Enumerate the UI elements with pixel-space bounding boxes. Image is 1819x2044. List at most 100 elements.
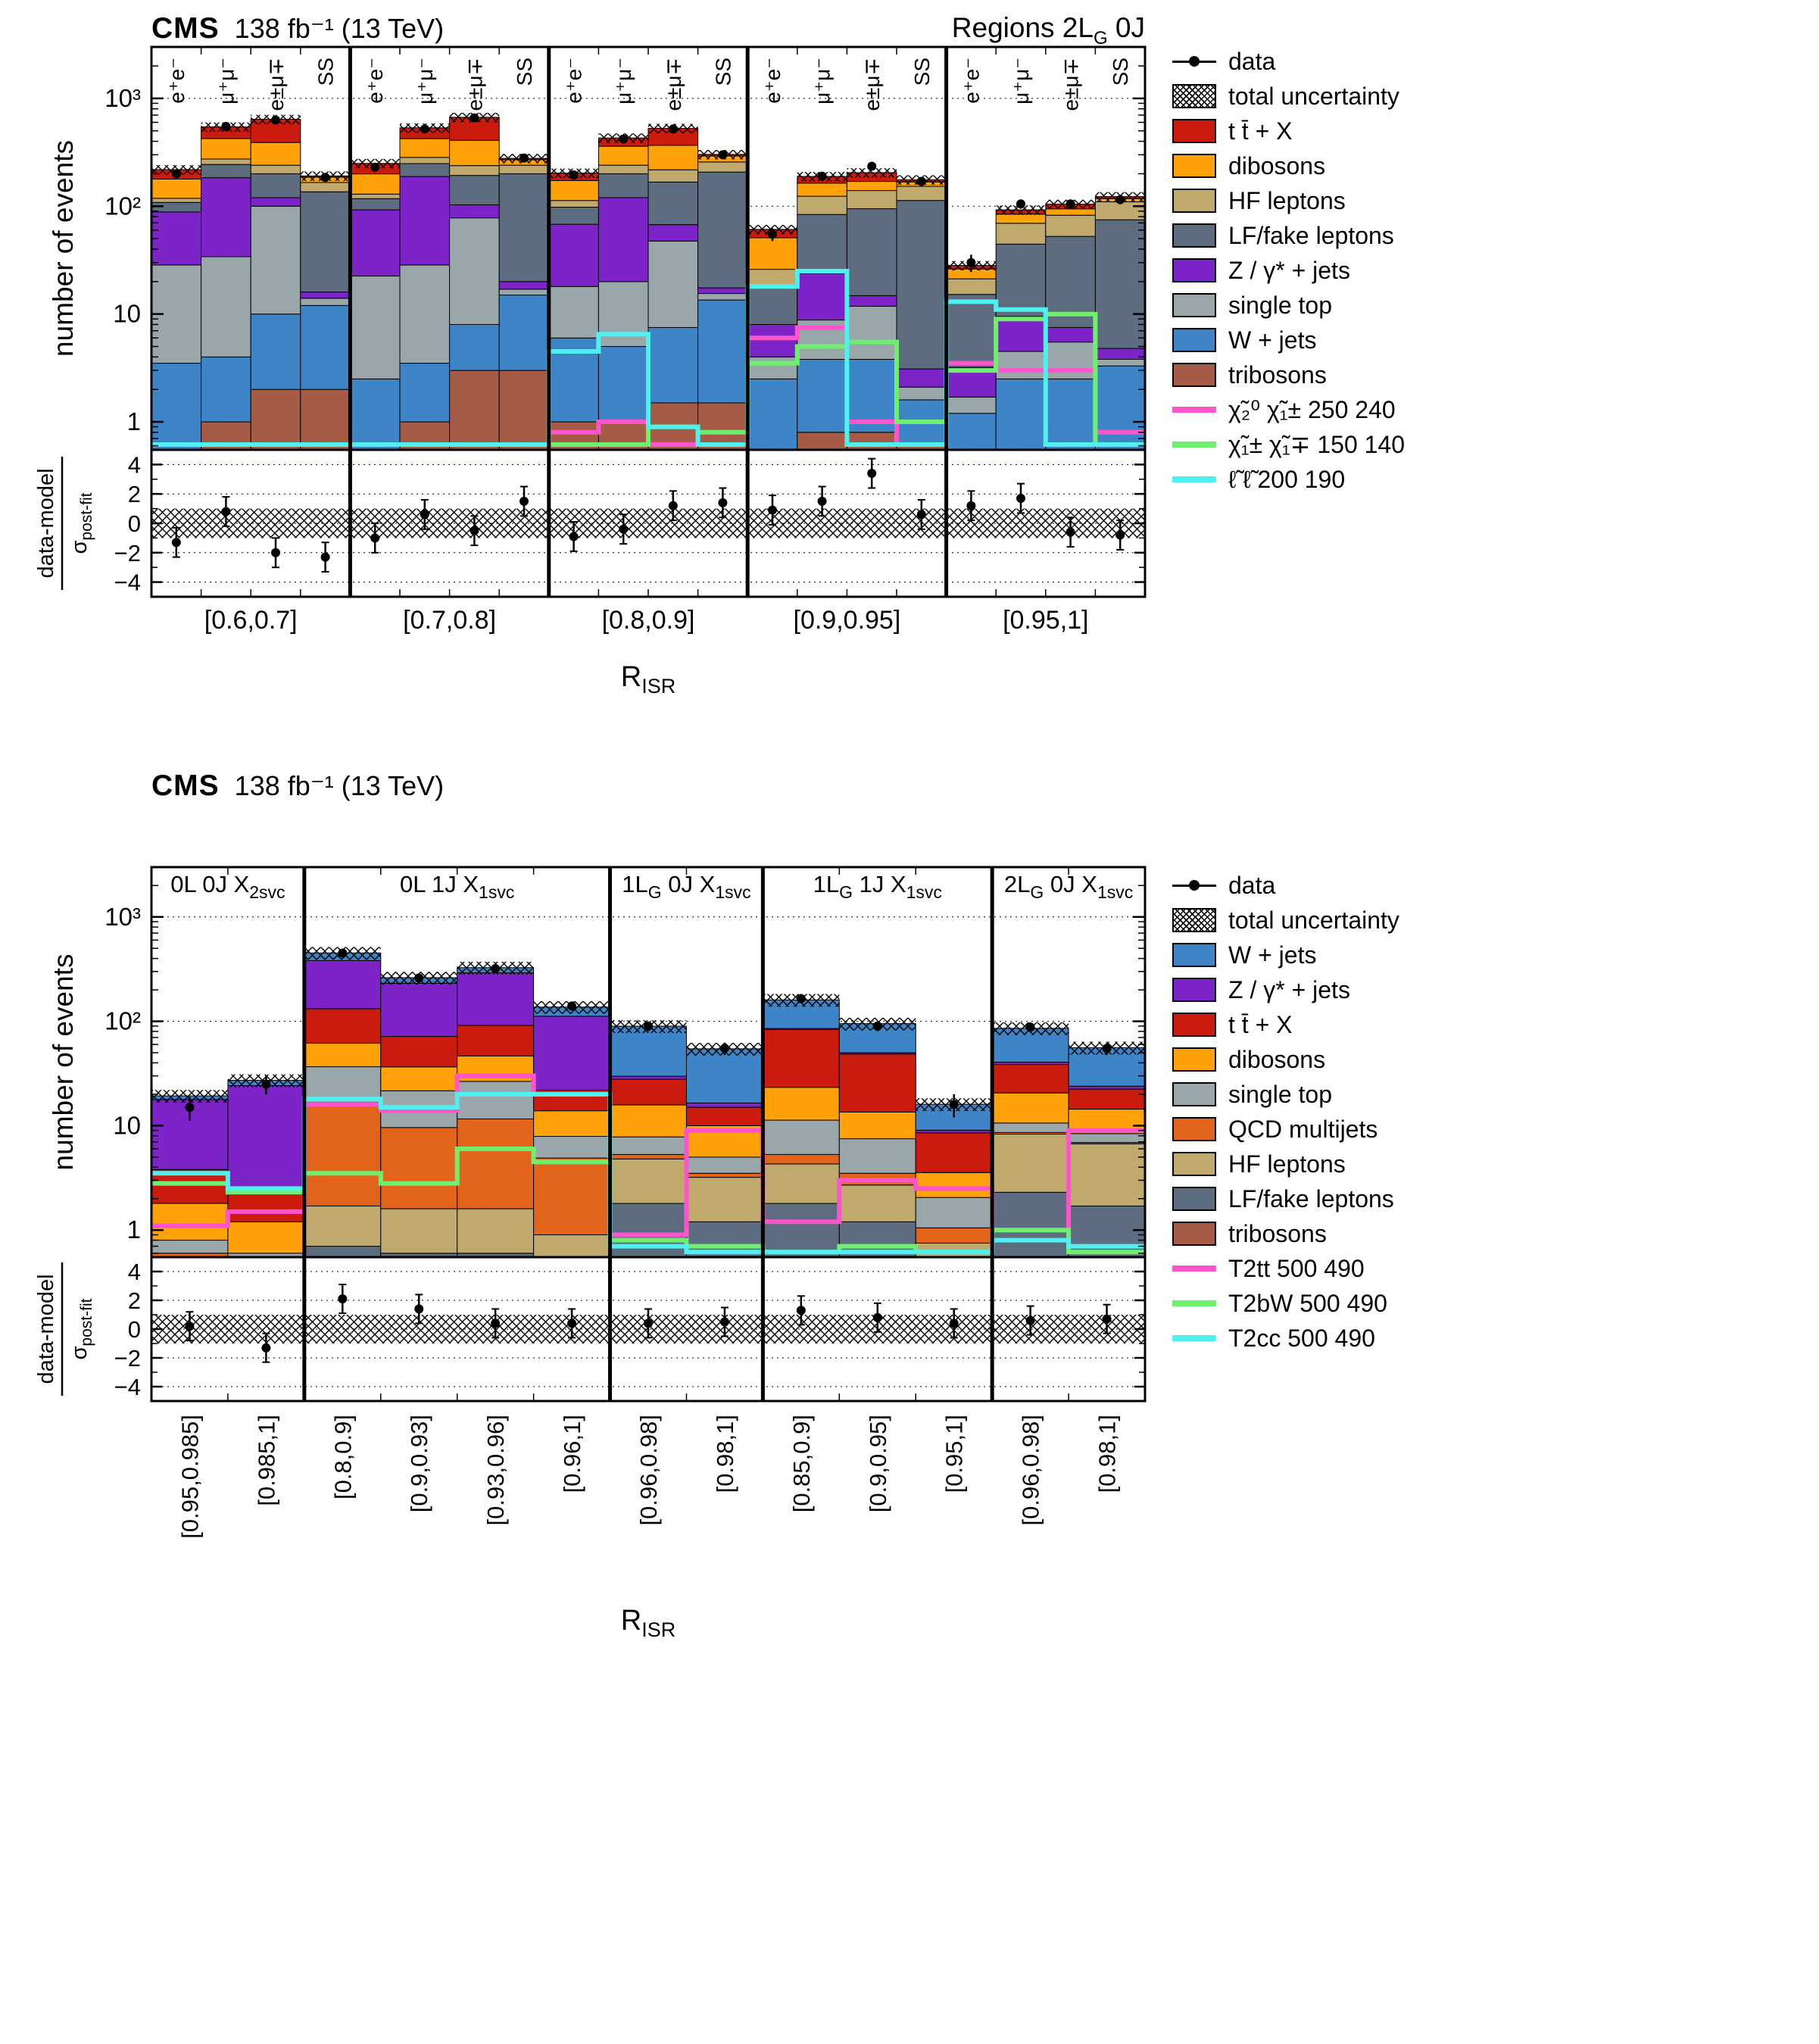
fill-swatch-icon: [1172, 258, 1216, 282]
svg-text:1: 1: [127, 1215, 141, 1244]
channel-label: e±μ∓: [1059, 58, 1083, 111]
bin-label: [0.85,0.9]: [788, 1415, 815, 1512]
legend-label: tribosons: [1228, 360, 1327, 389]
legend-label: W + jets: [1228, 941, 1317, 969]
legend-item: HF leptons: [1172, 1147, 1596, 1181]
legend-label: total uncertainty: [1228, 82, 1399, 110]
channel-label: SS: [1109, 58, 1132, 86]
legend-item: dibosons: [1172, 1042, 1596, 1077]
legend-label: χ̃₁± χ̃₁∓ 150 140: [1228, 431, 1406, 458]
svg-text:−2: −2: [114, 1345, 141, 1372]
legend-label: data: [1228, 871, 1276, 899]
signal-line-icon: [1172, 1256, 1216, 1281]
legend-item: HF leptons: [1172, 183, 1596, 218]
legend-label: total uncertainty: [1228, 906, 1399, 934]
uncertainty-hatch-icon: [1172, 908, 1216, 932]
y-axis-title: number of events: [48, 954, 79, 1171]
legend-item: total uncertainty: [1172, 903, 1596, 938]
legend-label: Z / γ* + jets: [1228, 975, 1350, 1003]
svg-text:−4: −4: [114, 1374, 141, 1400]
legend-item: data: [1172, 44, 1596, 79]
channel-label: e⁺e⁻: [563, 58, 586, 104]
fill-swatch-icon: [1172, 1047, 1216, 1072]
fill-swatch-icon: [1172, 223, 1216, 248]
region-header: 2LG 0J X1svc: [1004, 871, 1133, 902]
fill-swatch-icon: [1172, 978, 1216, 1002]
top-chart-header: CMS 138 fb⁻¹ (13 TeV): [151, 12, 444, 45]
channel-label: μ⁺μ⁻: [811, 58, 835, 105]
stacked-bars: [151, 117, 1146, 451]
signal-line: [151, 269, 1145, 447]
svg-text:4: 4: [128, 1259, 141, 1285]
y-axis-title: number of events: [48, 140, 79, 357]
svg-text:−4: −4: [114, 570, 141, 596]
svg-text:10: 10: [113, 300, 141, 328]
legend-label: T2cc 500 490: [1228, 1324, 1375, 1352]
fill-swatch-icon: [1172, 1117, 1216, 1141]
channel-label: e±μ∓: [264, 58, 288, 111]
fill-swatch-icon: [1172, 363, 1216, 387]
channel-label: μ⁺μ⁻: [214, 58, 238, 105]
channel-label: e⁺e⁻: [165, 58, 189, 104]
legend-label: T2bW 500 490: [1228, 1289, 1387, 1317]
fill-swatch-icon: [1172, 293, 1216, 317]
legend-item: single top: [1172, 1077, 1596, 1112]
ratio-points: [185, 1284, 1112, 1363]
ratio-points: [171, 457, 1125, 573]
fill-swatch-icon: [1172, 1222, 1216, 1246]
ratio-axis-title: data-model σpost-fit: [34, 457, 95, 590]
bin-label: [0.8,0.9]: [329, 1415, 356, 1499]
bin-label: [0.93,0.96]: [482, 1415, 509, 1526]
svg-text:data-model: data-model: [34, 1274, 58, 1384]
region-label: [0.6,0.7]: [204, 606, 298, 635]
channel-label: μ⁺μ⁻: [1009, 58, 1033, 105]
legend-label: LF/fake leptons: [1228, 1184, 1394, 1212]
channel-label: SS: [711, 58, 735, 86]
x-axis-title: RISR: [621, 1605, 675, 1641]
ratio-axis-title: data-model σpost-fit: [34, 1262, 95, 1396]
svg-text:2: 2: [128, 1287, 141, 1314]
lumi-label: 138 fb⁻¹ (13 TeV): [234, 770, 445, 801]
bin-label: [0.96,1]: [559, 1415, 585, 1493]
legend-label: W + jets: [1228, 326, 1317, 354]
region-label: [0.7,0.8]: [403, 606, 496, 635]
legend-item: ℓ̃ ℓ̃ 200 190: [1172, 462, 1596, 497]
legend-item: dibosons: [1172, 148, 1596, 183]
fill-swatch-icon: [1172, 328, 1216, 352]
bin-label: [0.98,1]: [1094, 1415, 1121, 1493]
bin-label: [0.95,1]: [941, 1415, 968, 1493]
region-label: [0.8,0.9]: [602, 606, 695, 635]
svg-text:10²: 10²: [105, 1007, 141, 1035]
svg-text:2: 2: [128, 481, 141, 507]
data-points: [185, 948, 1112, 1122]
svg-text:data-model: data-model: [34, 468, 58, 578]
signal-line-icon: [1172, 1291, 1216, 1315]
bottom-chart-header: CMS 138 fb⁻¹ (13 TeV): [151, 769, 444, 803]
legend-label: dibosons: [1228, 1045, 1326, 1073]
regions-label: Regions 2LG 0J: [952, 12, 1145, 49]
legend-item: χ̃₁± χ̃₁∓ 150 140: [1172, 427, 1596, 462]
channel-label: e±μ∓: [463, 58, 486, 111]
cms-label: CMS: [151, 12, 220, 45]
legend-item: total uncertainty: [1172, 79, 1596, 114]
signal-line-icon: [1172, 467, 1216, 491]
channel-label: SS: [314, 58, 338, 86]
region-header: 0L 1J X1svc: [400, 871, 514, 902]
ratio-uncertainty-band: [151, 508, 1145, 538]
svg-text:−2: −2: [114, 540, 141, 566]
legend-item: χ̃₂⁰ χ̃₁± 250 240: [1172, 392, 1596, 427]
fill-swatch-icon: [1172, 1152, 1216, 1176]
axes: 1 10 10² 10³ −4 −2 0 2 4: [105, 47, 1146, 597]
uncertainty-hatch-icon: [1172, 84, 1216, 108]
legend-item: tribosons: [1172, 357, 1596, 392]
svg-text:σpost-fit: σpost-fit: [67, 1298, 95, 1359]
fill-swatch-icon: [1172, 119, 1216, 143]
channel-label: e±μ∓: [662, 58, 685, 111]
legend-item: T2cc 500 490: [1172, 1321, 1596, 1356]
bottom-chart-legend: data total uncertainty W + jets Z / γ* + je…: [1172, 868, 1596, 1356]
legend-item: T2tt 500 490: [1172, 1251, 1596, 1286]
bin-label: [0.985,1]: [253, 1415, 279, 1506]
legend-item: LF/fake leptons: [1172, 1181, 1596, 1216]
bin-label: [0.96,0.98]: [635, 1415, 662, 1526]
